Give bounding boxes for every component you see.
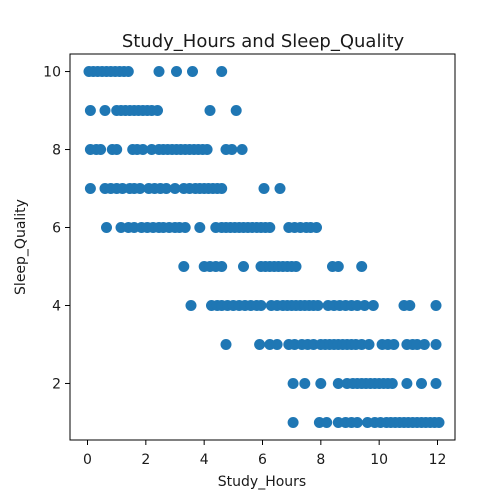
data-point [312, 300, 324, 311]
data-point [238, 261, 249, 272]
data-point [430, 339, 442, 350]
data-point [194, 222, 206, 233]
data-point [356, 261, 368, 272]
y-tick-label: 2 [52, 376, 61, 392]
data-point [255, 300, 267, 311]
x-tick-label: 4 [200, 452, 209, 468]
data-point [351, 417, 363, 428]
data-point [359, 300, 371, 311]
chart-title: Study_Hours and Sleep_Quality [122, 31, 405, 52]
data-point [160, 183, 172, 194]
data-point [122, 66, 134, 77]
data-point [179, 222, 191, 233]
data-point [153, 66, 165, 77]
data-point [386, 378, 398, 389]
data-point [101, 222, 112, 233]
x-axis-label: Study_Hours [218, 474, 306, 490]
data-point [95, 144, 107, 155]
data-points [83, 66, 445, 428]
data-point [311, 222, 322, 233]
data-point [187, 66, 198, 77]
y-axis-ticks: 2 4 6 8 10 [43, 65, 70, 392]
data-point [271, 339, 283, 350]
y-tick-label: 4 [52, 298, 61, 314]
data-point [171, 66, 182, 77]
data-point [178, 261, 190, 272]
data-point [332, 261, 344, 272]
data-point [363, 339, 375, 350]
data-point [367, 300, 379, 311]
data-point [404, 300, 416, 311]
data-point [236, 144, 248, 155]
x-axis-ticks: 0 2 4 6 8 10 12 [83, 440, 446, 468]
y-tick-label: 6 [52, 221, 61, 237]
data-point [258, 183, 270, 194]
x-tick-label: 0 [83, 452, 92, 468]
data-point [99, 105, 111, 116]
data-point [216, 66, 228, 77]
data-point [216, 261, 228, 272]
data-point [84, 183, 96, 194]
data-point [264, 222, 276, 233]
data-point [185, 300, 197, 311]
data-point [254, 339, 266, 350]
x-tick-label: 6 [258, 452, 267, 468]
data-point [84, 105, 96, 116]
data-point [287, 417, 299, 428]
data-point [134, 183, 146, 194]
y-tick-label: 8 [52, 143, 61, 159]
data-point [287, 378, 299, 389]
x-tick-label: 2 [141, 452, 150, 468]
data-point [204, 105, 216, 116]
data-point [137, 144, 149, 155]
data-point [315, 378, 327, 389]
data-point [388, 339, 400, 350]
data-point [220, 339, 232, 350]
data-point [216, 183, 228, 194]
data-point [226, 144, 238, 155]
data-point [332, 378, 344, 389]
data-point [274, 183, 286, 194]
data-point [418, 339, 430, 350]
data-point [321, 417, 333, 428]
data-point [433, 417, 445, 428]
y-tick-label: 10 [43, 65, 61, 81]
x-tick-label: 8 [316, 452, 325, 468]
data-point [430, 300, 442, 311]
data-point [230, 105, 242, 116]
x-tick-label: 10 [370, 452, 388, 468]
data-point [401, 378, 413, 389]
data-point [299, 378, 311, 389]
data-point [111, 144, 123, 155]
data-point [430, 378, 442, 389]
data-point [290, 261, 302, 272]
data-point [416, 378, 427, 389]
y-axis-label: Sleep_Quality [13, 199, 29, 295]
data-point [201, 144, 213, 155]
data-point [169, 183, 181, 194]
x-tick-label: 12 [429, 452, 447, 468]
data-point [152, 105, 163, 116]
